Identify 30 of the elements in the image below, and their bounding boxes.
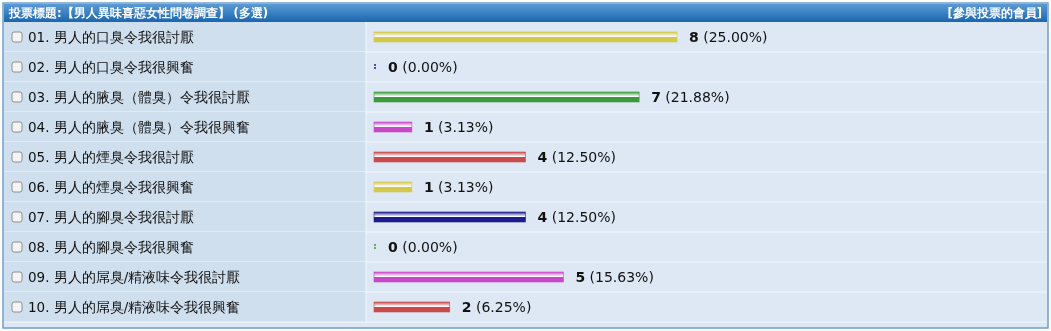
y-tick-label: 07. 男人的腳臭令我很討厭 [28, 209, 194, 225]
data-label: 7 (21.88%) [651, 89, 730, 105]
y-tick-label: 06. 男人的煙臭令我很興奮 [28, 179, 194, 195]
bar [373, 271, 564, 283]
bar [373, 151, 526, 163]
text: [參與投票的會員] [947, 6, 1042, 20]
bar [373, 91, 640, 103]
bar [373, 31, 678, 43]
y-tick-label: 05. 男人的煙臭令我很討厭 [28, 149, 194, 165]
data-label: 8 (25.00%) [689, 29, 768, 45]
data-label: 0 (0.00%) [388, 239, 458, 255]
data-label: 4 (12.50%) [537, 149, 617, 165]
y-tick-label: 08. 男人的腳臭令我很興奮 [28, 239, 194, 255]
bar [373, 301, 451, 313]
y-tick-label: 03. 男人的腋臭（體臭）令我很討厭 [28, 89, 250, 105]
bar [373, 211, 526, 223]
y-tick-label: 02. 男人的口臭令我很興奮 [28, 59, 194, 75]
data-label: 1 (3.13%) [423, 119, 494, 135]
y-tick-label: 10. 男人的屌臭/精液味令我很興奮 [28, 299, 241, 315]
bar [373, 181, 413, 193]
y-tick-label: 09. 男人的屌臭/精液味令我很討厭 [28, 269, 241, 285]
data-label: 5 (15.63%) [575, 269, 654, 285]
y-tick-label: 04. 男人的腋臭（體臭）令我很興奮 [28, 119, 250, 135]
data-label: 4 (12.50%) [537, 209, 617, 225]
bar [373, 121, 413, 133]
data-label: 0 (0.00%) [388, 59, 458, 75]
y-tick-label: 01. 男人的口臭令我很討厭 [28, 29, 194, 45]
data-label: 1 (3.13%) [423, 179, 494, 195]
data-label: 2 (6.25%) [461, 299, 532, 315]
text: 投票標題:【男人異味喜惡女性問卷調查】 (多選) [8, 6, 269, 20]
